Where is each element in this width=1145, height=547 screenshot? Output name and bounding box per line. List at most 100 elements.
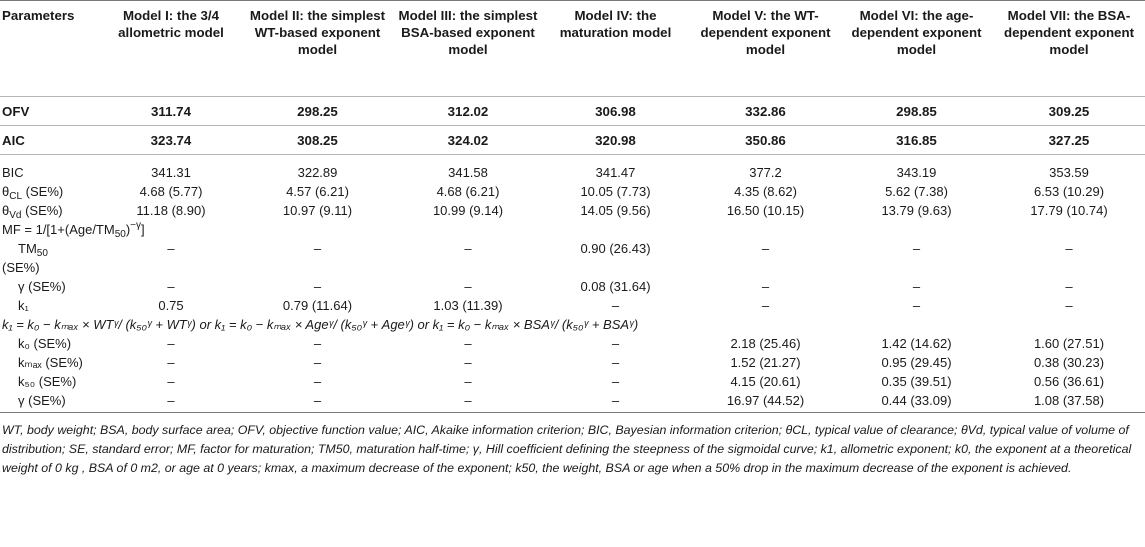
- cell: 322.89: [297, 165, 338, 180]
- header-model-1: Model I: the 3/4 allometric model: [103, 0, 239, 97]
- cell: –: [167, 374, 175, 389]
- table-row-mf-formula: MF = 1/[1+(Age/TM50)−γ]: [0, 220, 1145, 240]
- cell: 0.35 (39.51): [881, 374, 952, 389]
- table-row-tm50: TM50 – – – 0.90 (26.43) – – –: [0, 239, 1145, 259]
- cell: 312.02: [396, 96, 540, 126]
- cell: –: [540, 391, 691, 413]
- table-row-tm50-se: (SE%): [0, 258, 1145, 277]
- cell: 1.42 (14.62): [881, 336, 952, 351]
- row-label: BIC: [2, 165, 24, 180]
- header-row: Parameters Model I: the 3/4 allometric m…: [0, 0, 1145, 97]
- cell: 10.05 (7.73): [580, 184, 651, 199]
- table-row-theta-cl: θCL (SE%) 4.68 (5.77) 4.57 (6.21) 4.68 (…: [0, 182, 1145, 202]
- cell: 2.18 (25.46): [730, 336, 801, 351]
- cell: 4.68 (5.77): [139, 184, 203, 199]
- cell: –: [464, 279, 472, 294]
- table-row-theta-vd: θVd (SE%) 11.18 (8.90) 10.97 (9.11) 10.9…: [0, 201, 1145, 221]
- cell: –: [1065, 241, 1073, 256]
- cell: 4.35 (8.62): [734, 184, 797, 199]
- cell: 0.44 (33.09): [840, 391, 993, 413]
- mf-formula: MF = 1/[1+(Age/TM50)−γ]: [2, 220, 145, 240]
- model-comparison-table: Parameters Model I: the 3/4 allometric m…: [0, 0, 1145, 413]
- cell: –: [464, 241, 472, 256]
- row-label: θCL (SE%): [2, 184, 64, 202]
- cell: 0.79 (11.64): [282, 298, 353, 313]
- row-label: k₁: [18, 298, 29, 313]
- row-label: θVd (SE%): [2, 203, 63, 221]
- cell: –: [396, 391, 540, 413]
- cell: –: [761, 279, 770, 294]
- cell: –: [167, 279, 175, 294]
- cell: 306.98: [540, 96, 691, 126]
- cell: 11.18 (8.90): [136, 203, 206, 218]
- cell: 5.62 (7.38): [885, 184, 948, 199]
- cell: 16.97 (44.52): [691, 391, 840, 413]
- cell: 341.31: [151, 165, 191, 180]
- cell: –: [761, 241, 770, 256]
- cell: 350.86: [691, 125, 840, 155]
- header-model-3: Model III: the simplest BSA-based expone…: [396, 0, 540, 97]
- header-model-4: Model IV: the maturation model: [540, 0, 691, 97]
- cell: –: [611, 298, 620, 313]
- cell: 327.25: [993, 125, 1145, 155]
- cell: –: [464, 336, 472, 351]
- cell: 323.74: [103, 125, 239, 155]
- cell: 6.53 (10.29): [1033, 184, 1105, 199]
- cell: 4.15 (20.61): [730, 374, 801, 389]
- cell: 1.03 (11.39): [433, 298, 503, 313]
- cell: –: [912, 241, 921, 256]
- cell: –: [167, 241, 175, 256]
- row-label: γ (SE%): [0, 391, 103, 413]
- header-model-5: Model V: the WT-dependent exponent model: [691, 0, 840, 97]
- cell: –: [611, 336, 620, 351]
- cell: 298.25: [239, 96, 396, 126]
- table-row-ofv: OFV 311.74 298.25 312.02 306.98 332.86 2…: [0, 96, 1145, 126]
- cell: 311.74: [103, 96, 239, 126]
- header-model-6: Model VI: the age-dependent exponent mod…: [840, 0, 993, 97]
- cell: 1.60 (27.51): [1033, 336, 1105, 351]
- row-label: TM50: [18, 241, 48, 259]
- cell: 332.86: [691, 96, 840, 126]
- cell: 1.52 (21.27): [730, 355, 801, 370]
- cell: –: [103, 391, 239, 413]
- cell: 0.08 (31.64): [580, 279, 651, 294]
- cell: 10.99 (9.14): [432, 203, 504, 218]
- row-label: k₀ (SE%): [18, 336, 72, 351]
- cell: –: [611, 374, 620, 389]
- cell: –: [761, 298, 770, 313]
- cell: 308.25: [239, 125, 396, 155]
- cell: –: [912, 279, 921, 294]
- cell: –: [611, 355, 620, 370]
- cell: 0.95 (29.45): [881, 355, 952, 370]
- cell: –: [167, 336, 175, 351]
- cell: 16.50 (10.15): [726, 203, 805, 218]
- cell: 377.2: [749, 165, 782, 180]
- cell: 309.25: [993, 96, 1145, 126]
- table-row-kmax: kₘₐₓ (SE%) – – – – 1.52 (21.27) 0.95 (29…: [0, 353, 1145, 372]
- cell: 343.19: [896, 165, 937, 180]
- cell: 0.56 (36.61): [1033, 374, 1105, 389]
- cell: –: [1065, 298, 1073, 313]
- cell: –: [239, 391, 396, 413]
- cell: –: [313, 279, 322, 294]
- cell: –: [912, 298, 921, 313]
- cell: –: [464, 374, 472, 389]
- table-footnote: WT, body weight; BSA, body surface area;…: [2, 423, 1132, 475]
- row-label: AIC: [0, 125, 103, 155]
- cell: 4.57 (6.21): [286, 184, 349, 199]
- cell: 13.79 (9.63): [881, 203, 952, 218]
- cell: 0.90 (26.43): [580, 241, 651, 256]
- cell: 0.38 (30.23): [1033, 355, 1105, 370]
- table-row-aic: AIC 323.74 308.25 324.02 320.98 350.86 3…: [0, 125, 1145, 155]
- header-model-7: Model VII: the BSA-dependent exponent mo…: [993, 0, 1145, 97]
- row-label: kₘₐₓ (SE%): [18, 355, 83, 370]
- header-parameters: Parameters: [0, 0, 103, 97]
- cell: 341.47: [595, 165, 636, 180]
- table-row-k1-formula: k₁ = k₀ − kₘₐₓ × WTᵞ/ (k₅₀ᵞ + WTᵞ) or k₁…: [0, 315, 1145, 334]
- cell: 1.08 (37.58): [993, 391, 1145, 413]
- row-label: OFV: [0, 96, 103, 126]
- header-model-2: Model II: the simplest WT-based exponent…: [239, 0, 396, 97]
- row-label: k₅₀ (SE%): [18, 374, 77, 389]
- cell: 17.79 (10.74): [1030, 203, 1108, 218]
